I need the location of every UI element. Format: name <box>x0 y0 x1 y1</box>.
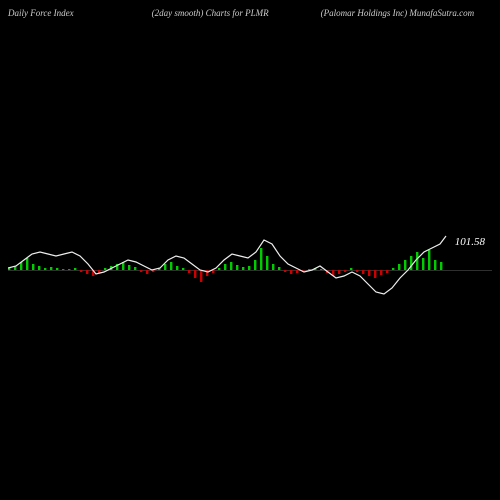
indicator-name: Daily Force Index <box>8 8 74 18</box>
company-source: (Palomar Holdings Inc) MunafaSutra.com <box>321 8 474 18</box>
price-line <box>8 230 492 310</box>
chart-subtitle: (2day smooth) Charts for PLMR <box>152 8 269 18</box>
force-index-chart <box>8 230 492 310</box>
last-price-label: 101.58 <box>455 236 485 248</box>
chart-header: Daily Force Index (2day smooth) Charts f… <box>0 8 500 18</box>
